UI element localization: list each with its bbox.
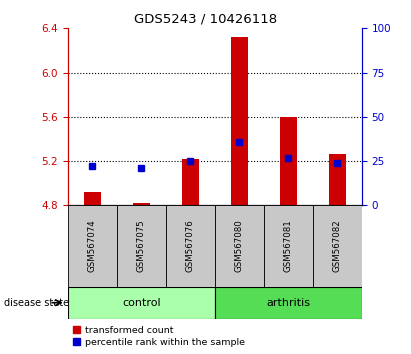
Text: GSM567082: GSM567082 <box>332 219 342 273</box>
Text: GSM567076: GSM567076 <box>186 219 195 273</box>
Bar <box>68 287 215 319</box>
Bar <box>215 287 362 319</box>
Bar <box>215 205 264 287</box>
Bar <box>84 192 101 205</box>
Bar <box>166 205 215 287</box>
Text: GSM567075: GSM567075 <box>137 219 146 273</box>
Text: disease state: disease state <box>4 298 69 308</box>
Bar <box>133 203 150 205</box>
Text: GSM567081: GSM567081 <box>284 219 293 273</box>
Bar <box>68 205 117 287</box>
Legend: transformed count, percentile rank within the sample: transformed count, percentile rank withi… <box>72 326 245 347</box>
Bar <box>182 159 199 205</box>
Bar <box>279 117 297 205</box>
Bar <box>264 205 313 287</box>
Text: GDS5243 / 10426118: GDS5243 / 10426118 <box>134 12 277 25</box>
Text: arthritis: arthritis <box>266 298 310 308</box>
Bar <box>329 154 346 205</box>
Bar <box>313 205 362 287</box>
Text: GSM567074: GSM567074 <box>88 219 97 273</box>
Text: GSM567080: GSM567080 <box>235 219 244 273</box>
Text: control: control <box>122 298 161 308</box>
Bar <box>117 205 166 287</box>
Bar <box>231 37 248 205</box>
